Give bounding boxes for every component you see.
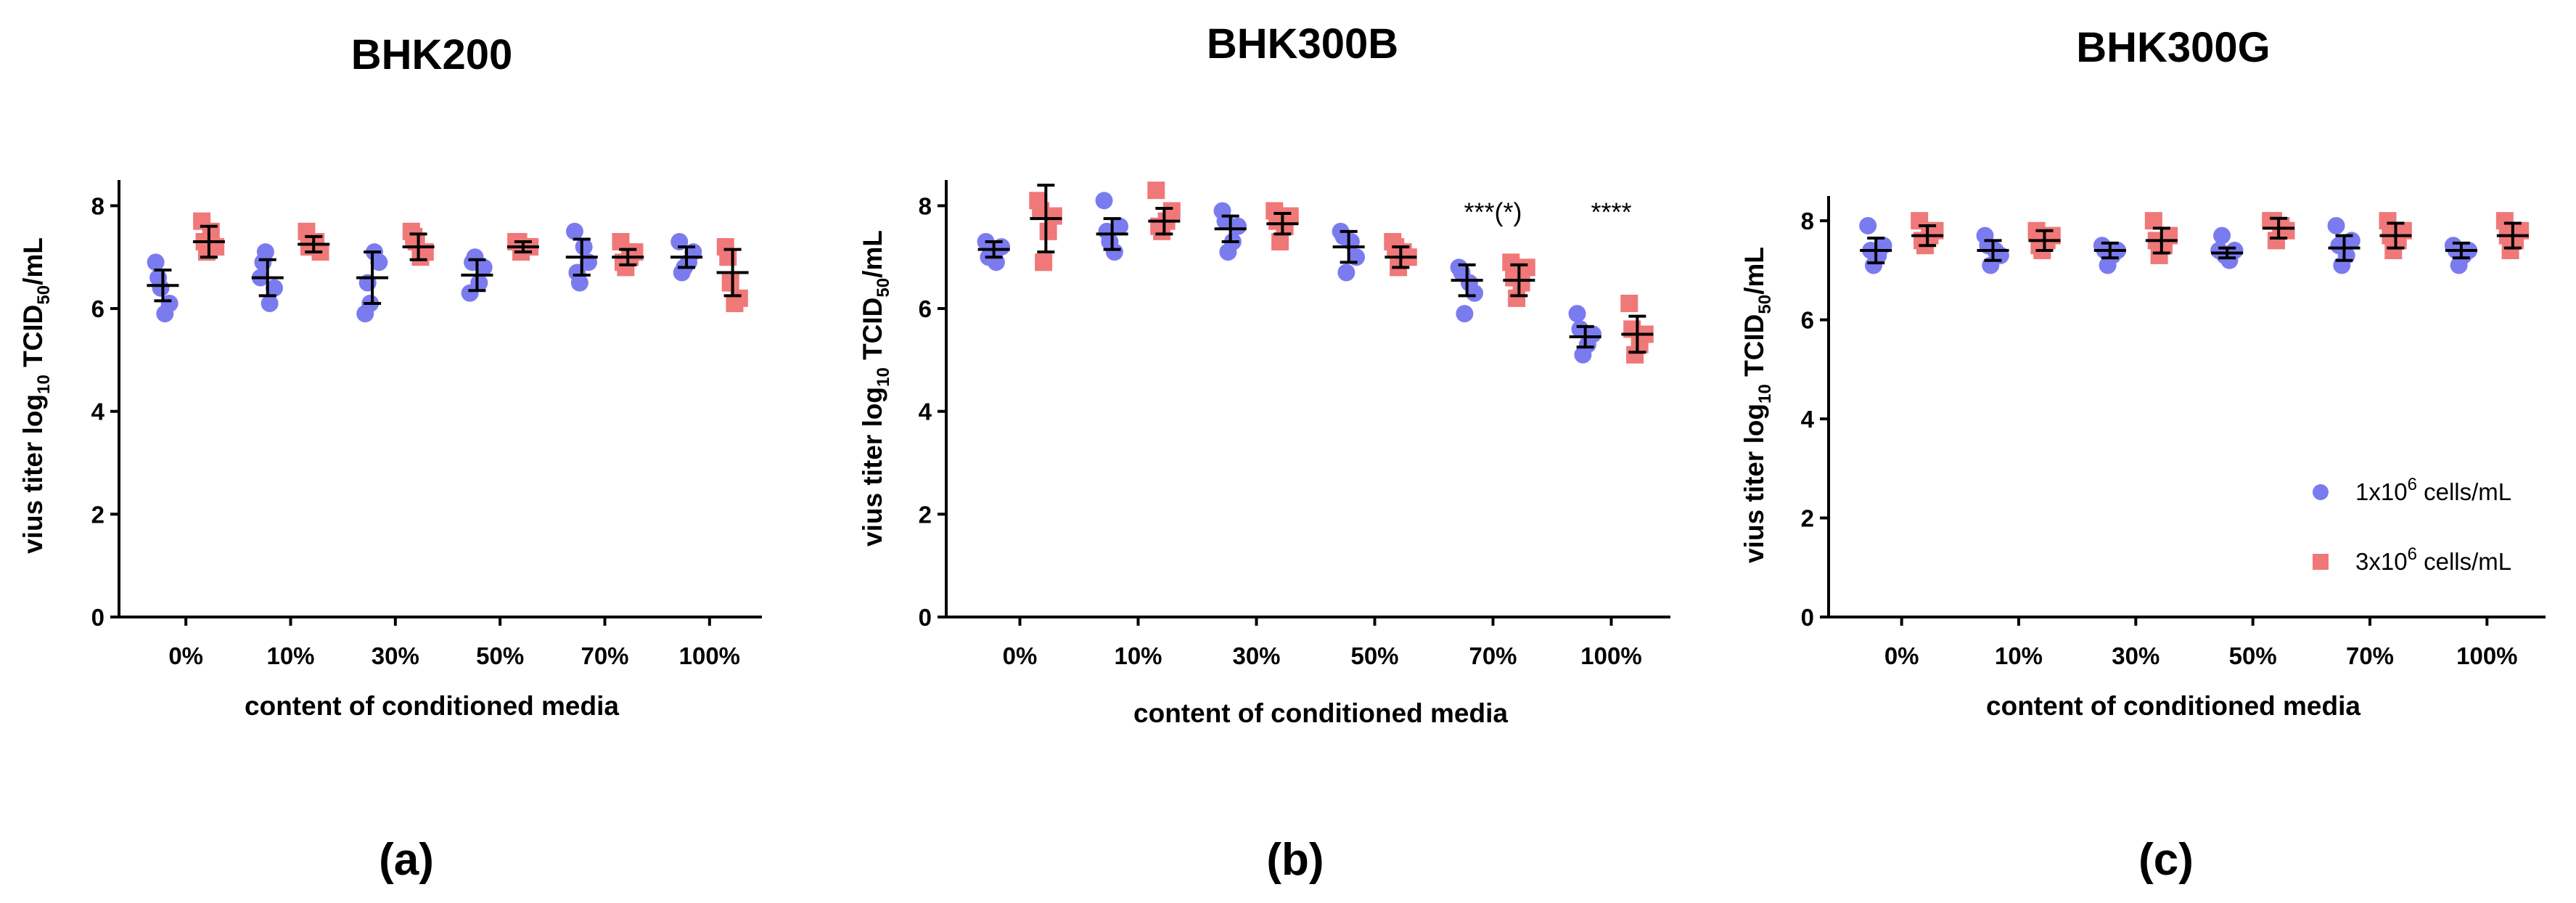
series-2 [1029, 181, 1654, 364]
y-tick-label: 6 [919, 295, 932, 322]
x-tick-label: 100% [1580, 642, 1641, 669]
y-axis-label: vius titer log10 TCID50/mL [18, 237, 54, 554]
data-point [1508, 289, 1526, 307]
chart-title: BHK300B [1207, 20, 1398, 68]
panel-b: BHK300B 0 2 4 6 8 0% 10% 30% 50% 70% 100% vius titer… [858, 20, 1670, 885]
y-tick-label: 0 [919, 604, 932, 631]
x-tick-label: 10% [266, 642, 314, 669]
data-point [1456, 305, 1474, 323]
panel-label: (b) [1266, 835, 1324, 885]
data-point [370, 253, 388, 271]
y-tick-label: 6 [1801, 307, 1814, 334]
chart-title: BHK200 [351, 31, 512, 78]
data-point [405, 227, 423, 245]
data-point [1162, 202, 1181, 220]
x-tick-label: 0% [1884, 642, 1919, 669]
data-point [149, 269, 168, 287]
data-point [254, 253, 272, 271]
data-point [721, 274, 739, 292]
y-tick-label: 8 [919, 192, 932, 219]
data-point [2379, 212, 2397, 230]
data-point [1859, 216, 1877, 234]
x-tick-label: 100% [679, 642, 740, 669]
series-2 [1911, 212, 2530, 264]
y-tick-label: 4 [1801, 406, 1815, 433]
y-tick-label: 2 [91, 501, 104, 528]
x-tick-label: 50% [476, 642, 524, 669]
data-point [1095, 192, 1113, 210]
chart-title: BHK300G [2076, 24, 2271, 71]
x-tick-label: 70% [1469, 642, 1517, 669]
x-axis-label: content of conditioned media [1133, 698, 1508, 728]
x-tick-label: 30% [1232, 642, 1280, 669]
panel-label: (c) [2138, 835, 2194, 885]
x-tick-label: 0% [168, 642, 203, 669]
legend: 1x106 cells/mL 3x106 cells/mL [2313, 475, 2511, 575]
y-tick-label: 4 [919, 399, 932, 425]
data-point [1105, 243, 1123, 261]
legend-marker [2313, 554, 2329, 570]
y-tick-label: 4 [91, 399, 105, 425]
data-point [2213, 226, 2231, 245]
panel-c: BHK300G 0 2 4 6 8 0% 10% 30% 50% 70% 100% vius titer… [1739, 24, 2546, 885]
x-tick-label: 50% [1350, 642, 1398, 669]
x-tick-label: 30% [2112, 642, 2159, 669]
data-point [568, 263, 586, 282]
legend-label: 1x106 cells/mL [2355, 475, 2511, 505]
y-tick-label: 2 [1801, 505, 1814, 532]
data-point [1271, 232, 1289, 250]
data-point [2226, 242, 2244, 260]
y-tick-label: 6 [91, 295, 104, 322]
series-1 [1859, 216, 2478, 274]
panel-a: BHK200 0 2 4 6 8 0% 10% 30% 50% 70% 100% vius titer … [18, 31, 762, 885]
x-tick-label: 0% [1003, 642, 1038, 669]
data-point [160, 294, 179, 312]
data-point [2495, 212, 2514, 230]
series-2 [192, 212, 749, 312]
data-point [265, 279, 283, 297]
x-axis-label: content of conditioned media [245, 691, 619, 721]
series-1 [147, 222, 703, 323]
data-point [2144, 212, 2162, 230]
data-point [464, 253, 482, 271]
legend-marker [2313, 484, 2329, 500]
data-point [2327, 216, 2345, 234]
data-point [719, 248, 737, 266]
significance-label: ***(*) [1464, 197, 1522, 227]
significance-label: **** [1591, 197, 1631, 227]
data-point [1568, 305, 1586, 323]
legend-label: 3x106 cells/mL [2355, 544, 2511, 575]
data-point [575, 238, 593, 256]
data-point [1035, 253, 1053, 271]
x-tick-label: 100% [2456, 642, 2517, 669]
data-point [1502, 253, 1520, 271]
data-point [1620, 294, 1638, 312]
y-axis-label: vius titer log10 TCID50/mL [1739, 247, 1775, 563]
y-tick-label: 0 [91, 604, 104, 631]
data-point [261, 294, 279, 312]
data-point [470, 274, 488, 292]
x-tick-label: 10% [1995, 642, 2043, 669]
x-tick-label: 30% [372, 642, 419, 669]
data-point [565, 222, 583, 240]
data-point [1147, 181, 1165, 200]
y-tick-label: 2 [919, 501, 932, 528]
x-tick-label: 10% [1114, 642, 1162, 669]
y-tick-label: 8 [91, 192, 104, 219]
x-axis-label: content of conditioned media [1986, 691, 2360, 721]
series-1 [977, 192, 1602, 364]
data-point [1466, 284, 1484, 302]
x-tick-label: 70% [581, 642, 628, 669]
y-axis-label: vius titer log10 TCID50/mL [858, 230, 893, 547]
data-point [147, 253, 165, 271]
panel-label: (a) [379, 835, 434, 885]
x-tick-label: 50% [2229, 642, 2277, 669]
data-point [1039, 222, 1057, 240]
y-tick-label: 0 [1801, 604, 1814, 631]
x-tick-label: 70% [2346, 642, 2394, 669]
y-tick-label: 8 [1801, 208, 1814, 234]
data-point [1337, 263, 1355, 282]
